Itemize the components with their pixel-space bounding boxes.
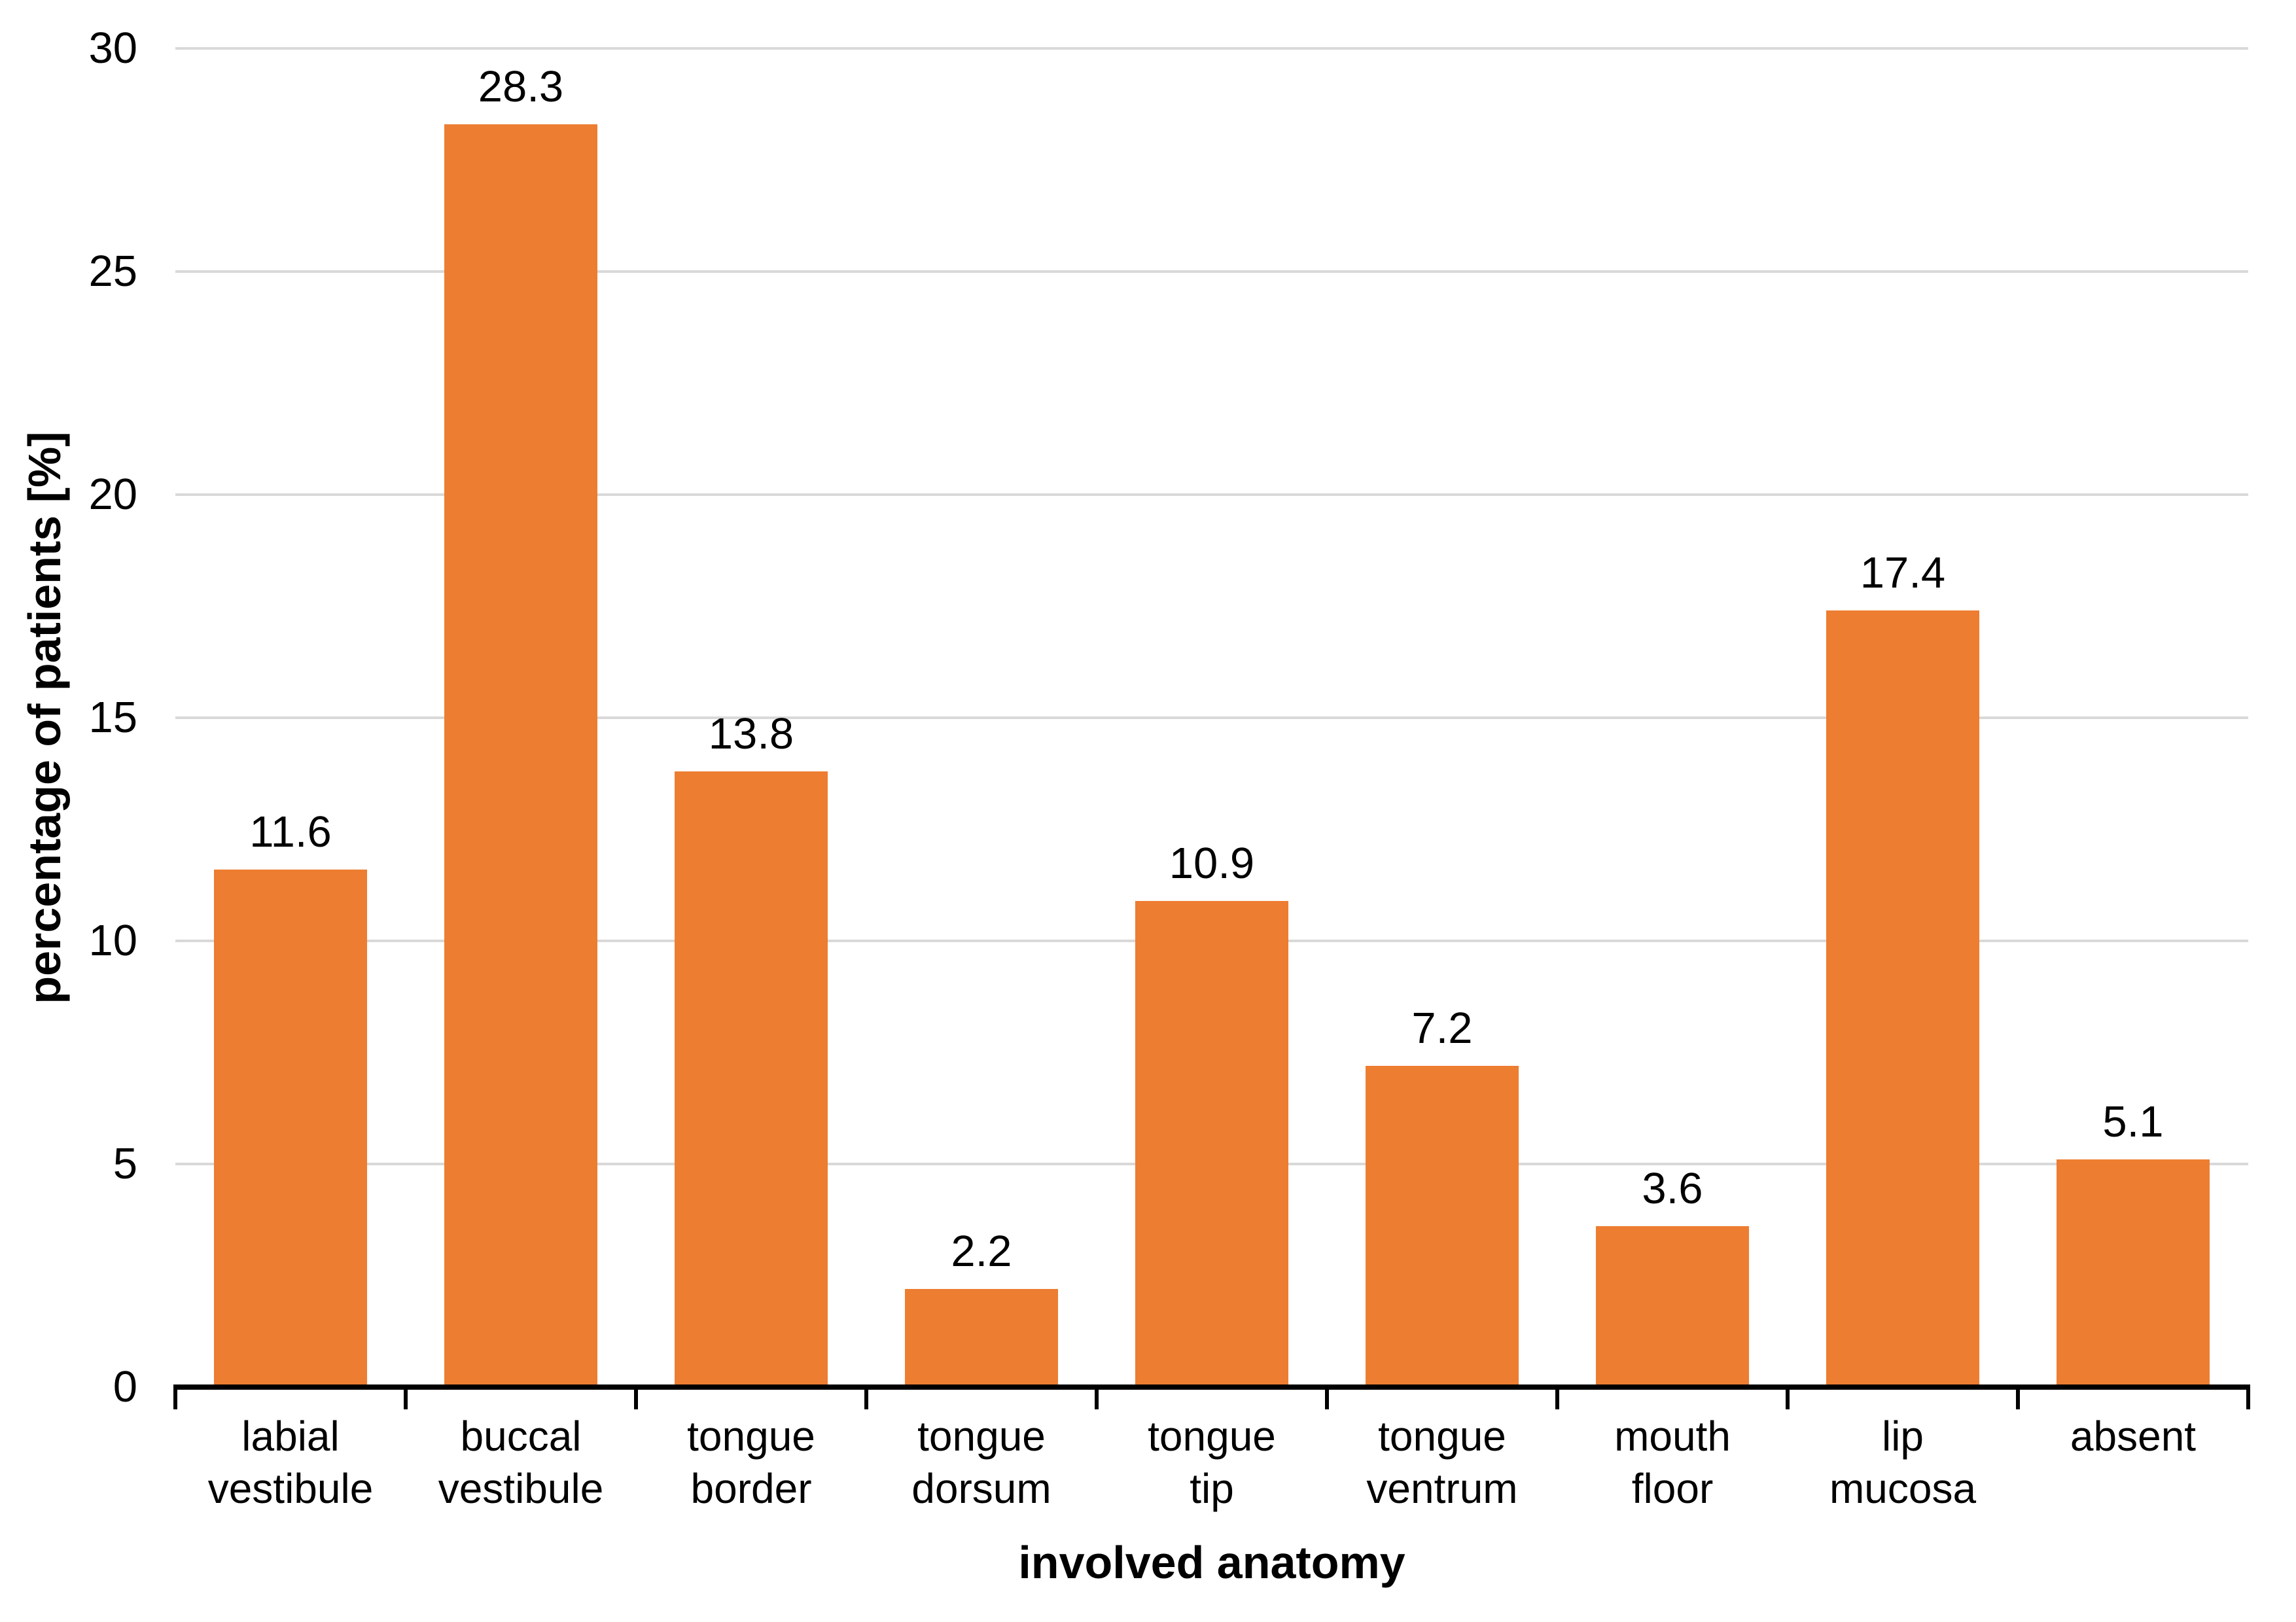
x-category-label-tongue-dorsum: tongue dorsum xyxy=(911,1413,1051,1512)
bar-tongue-tip xyxy=(1135,900,1288,1387)
x-axis-tick xyxy=(173,1384,177,1409)
x-axis-line xyxy=(175,1384,2248,1390)
x-category-label-buccal-vestibule: buccal vestibule xyxy=(438,1413,604,1512)
x-category-label-lip-mucosa: lip mucosa xyxy=(1829,1413,1977,1512)
bar-tongue-dorsum xyxy=(905,1288,1058,1387)
bar-absent xyxy=(2057,1159,2210,1387)
bar-tongue-border xyxy=(675,771,828,1387)
x-axis-tick xyxy=(2016,1384,2020,1409)
bar-value-label-buccal-vestibule: 28.3 xyxy=(478,62,564,111)
gridline-25 xyxy=(175,270,2248,273)
x-axis-tick xyxy=(634,1384,638,1409)
y-tick-label-25: 25 xyxy=(88,247,137,296)
gridline-15 xyxy=(175,716,2248,719)
bar-mouth-floor xyxy=(1596,1226,1749,1387)
x-axis-tick xyxy=(1095,1384,1099,1409)
bar-value-label-labial-vestibule: 11.6 xyxy=(249,807,332,856)
x-axis-tick xyxy=(2246,1384,2250,1409)
x-category-label-tongue-border: tongue border xyxy=(687,1413,815,1512)
gridline-20 xyxy=(175,493,2248,496)
bar-lip-mucosa xyxy=(1826,610,1979,1387)
bar-value-label-tongue-border: 13.8 xyxy=(708,709,794,758)
gridline-30 xyxy=(175,47,2248,50)
bar-buccal-vestibule xyxy=(444,124,597,1387)
bar-value-label-absent: 5.1 xyxy=(2102,1097,2164,1147)
x-category-label-mouth-floor: mouth floor xyxy=(1614,1413,1731,1512)
y-tick-label-30: 30 xyxy=(88,24,137,73)
x-axis-tick xyxy=(1555,1384,1559,1409)
bar-value-label-mouth-floor: 3.6 xyxy=(1642,1164,1703,1214)
bar-value-label-tongue-dorsum: 2.2 xyxy=(951,1226,1012,1276)
bar-value-label-tongue-tip: 10.9 xyxy=(1169,838,1255,888)
bar-value-label-lip-mucosa: 17.4 xyxy=(1860,548,1946,598)
y-tick-label-5: 5 xyxy=(113,1139,137,1188)
x-axis-tick xyxy=(1325,1384,1329,1409)
x-category-label-labial-vestibule: labial vestibule xyxy=(207,1413,374,1512)
y-tick-label-10: 10 xyxy=(88,916,137,965)
y-tick-label-15: 15 xyxy=(88,693,137,742)
bar-labial-vestibule xyxy=(214,869,367,1387)
y-tick-label-0: 0 xyxy=(113,1362,137,1411)
bar-tongue-ventrum xyxy=(1366,1065,1519,1387)
x-axis-title: involved anatomy xyxy=(1018,1537,1405,1588)
x-axis-tick xyxy=(1786,1384,1790,1409)
x-category-label-tongue-ventrum: tongue ventrum xyxy=(1366,1413,1518,1512)
bar-value-label-tongue-ventrum: 7.2 xyxy=(1411,1003,1473,1053)
x-axis-tick xyxy=(864,1384,868,1409)
y-tick-label-20: 20 xyxy=(88,470,137,519)
x-category-label-tongue-tip: tongue tip xyxy=(1148,1413,1276,1512)
x-axis-tick xyxy=(404,1384,408,1409)
x-category-label-absent: absent xyxy=(2070,1413,2197,1460)
